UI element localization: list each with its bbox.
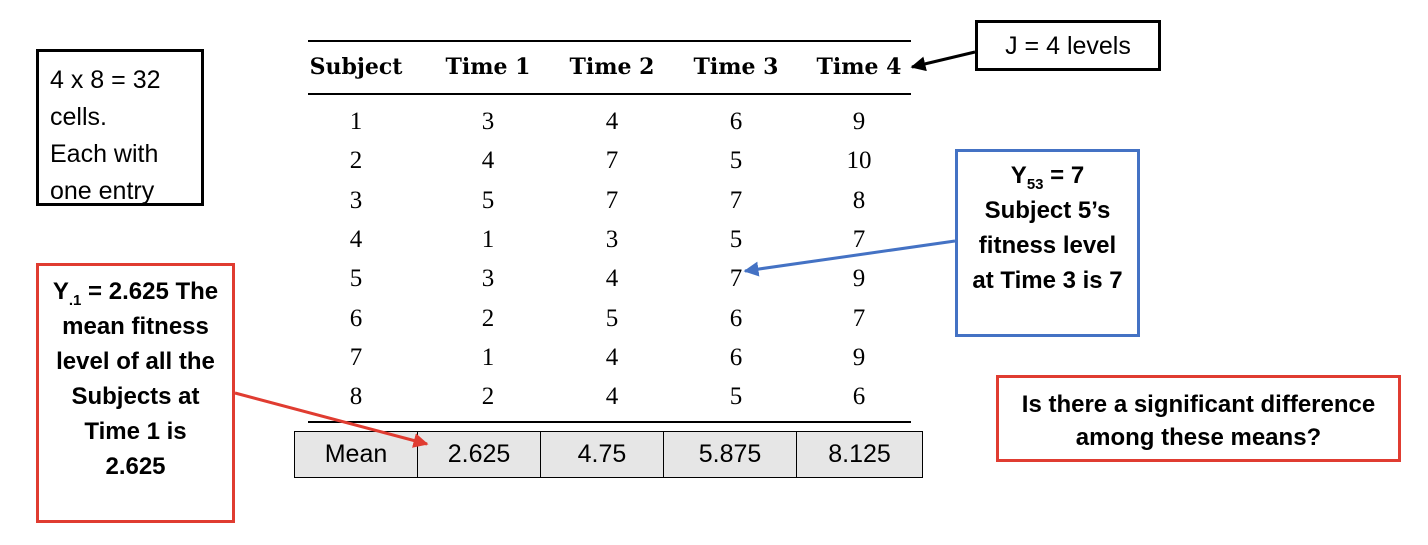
levels-note: J = 4 levels	[975, 20, 1161, 71]
y1-note-line-6: 2.625	[105, 453, 166, 480]
subject-id-cell: 4	[349, 225, 363, 253]
table-cell: 7	[605, 147, 619, 175]
question-note: Is there a significant difference among …	[996, 375, 1401, 462]
y1-note-line-5: Time 1 is	[84, 418, 187, 445]
y1-note-line-2: mean fitness	[62, 313, 209, 340]
table-cell: 4	[605, 343, 619, 371]
cells-note-line-1: 4 x 8 = 32	[50, 66, 161, 94]
table-cell: 9	[852, 265, 866, 293]
table-cell: 5	[605, 304, 619, 332]
table-cell: 6	[729, 343, 743, 371]
y1-note-line-4: Subjects at	[71, 383, 200, 410]
cells-note-line-2: cells.	[50, 103, 107, 131]
subject-id-cell: 7	[349, 343, 363, 371]
table-cell: 4	[605, 108, 619, 135]
table-cell: 2	[481, 383, 495, 411]
levels-note-text: J = 4 levels	[1005, 32, 1131, 60]
question-line-1: Is there a significant difference	[1021, 391, 1376, 418]
cells-count-note: 4 x 8 = 32 cells. Each with one entry	[36, 49, 204, 206]
mean-label-cell: Mean	[294, 431, 418, 478]
y1-note-line-1: Y.1 = 2.625 The	[52, 278, 219, 309]
table-header-time-4: Time 4	[816, 54, 902, 80]
table-cell: 5	[729, 147, 743, 175]
table-header-subject: Subject	[309, 54, 403, 80]
table-header-time-2: Time 2	[569, 54, 655, 80]
cells-note-line-4: one entry	[50, 177, 155, 205]
table-cell: 2	[481, 304, 495, 332]
table-cell: 10	[846, 147, 872, 175]
y53-note-line-4: at Time 3 is 7	[972, 267, 1123, 294]
levels-arrow	[910, 50, 976, 72]
subject-id-cell: 1	[349, 108, 363, 135]
table-cell: 7	[852, 225, 866, 253]
cells-note-line-3: Each with	[50, 140, 159, 168]
table-cell: 5	[481, 186, 495, 214]
table-cell: 7	[729, 186, 743, 214]
mean-value-cell: 4.75	[540, 431, 664, 478]
subject-id-cell: 5	[349, 265, 363, 293]
table-cell: 1	[481, 343, 495, 371]
y1-note-line-3: level of all the	[56, 348, 215, 375]
table-cell: 5	[729, 383, 743, 411]
subject-id-cell: 3	[349, 186, 363, 214]
table-cell: 3	[481, 108, 495, 135]
subject-id-cell: 6	[349, 304, 363, 332]
y1-mean-note: Y.1 = 2.625 The mean fitness level of al…	[36, 263, 235, 523]
mean-value-cell: 8.125	[796, 431, 923, 478]
table-cell: 7	[729, 265, 743, 293]
table-cell: 5	[729, 225, 743, 253]
table-cell: 7	[852, 304, 866, 332]
mean-value-cell: 5.875	[663, 431, 797, 478]
table-cell: 4	[605, 383, 619, 411]
table-top-rule	[308, 40, 911, 42]
table-cell: 4	[605, 265, 619, 293]
table-cell: 4	[481, 147, 495, 175]
mean-row: Mean 2.625 4.75 5.875 8.125	[294, 431, 923, 478]
table-cell: 6	[852, 383, 866, 411]
table-header-rule	[308, 93, 911, 95]
table-cell: 3	[481, 265, 495, 293]
table-cell: 8	[852, 186, 866, 214]
y53-note-line-3: fitness level	[978, 232, 1117, 259]
table-cell: 7	[605, 186, 619, 214]
table-cell: 9	[852, 108, 866, 135]
y53-note-line-1: Y53 = 7	[1010, 162, 1085, 193]
question-line-2: among these means?	[1075, 424, 1322, 451]
table-cell: 6	[729, 108, 743, 135]
table-header-time-3: Time 3	[693, 54, 779, 80]
table-cell: 1	[481, 225, 495, 253]
table-cell: 6	[729, 304, 743, 332]
table-cell: 9	[852, 343, 866, 371]
table-bottom-rule	[308, 421, 911, 423]
table-header-time-1: Time 1	[445, 54, 531, 80]
y53-arrow	[743, 239, 956, 277]
subject-id-cell: 8	[349, 383, 363, 411]
y53-note-line-2: Subject 5’s	[984, 197, 1111, 224]
subject-id-cell: 2	[349, 147, 363, 175]
mean-value-cell: 2.625	[417, 431, 541, 478]
y53-note: Y53 = 7 Subject 5’s fitness level at Tim…	[955, 149, 1140, 337]
table-cell: 3	[605, 225, 619, 253]
y1-arrow	[234, 391, 429, 448]
